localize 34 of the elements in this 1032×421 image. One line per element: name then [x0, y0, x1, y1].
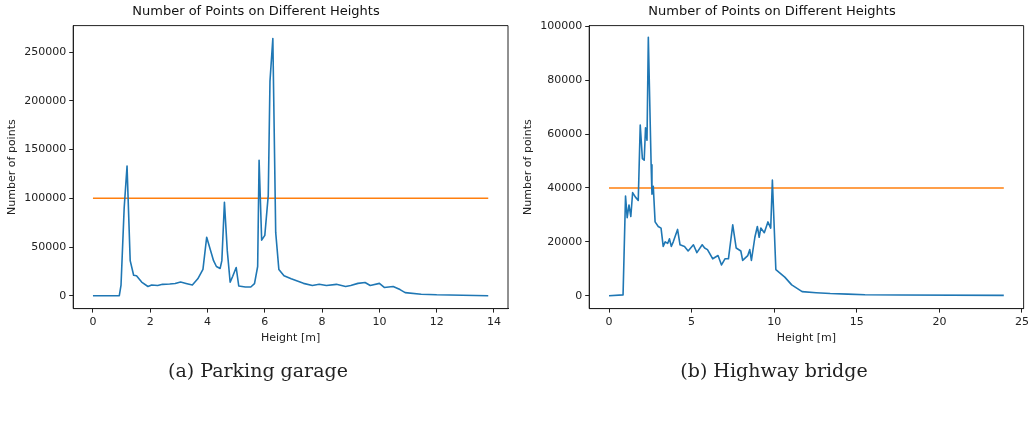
x-tick-label: 14	[486, 315, 501, 329]
x-tick-label: 15	[849, 315, 864, 329]
chart-title: Number of Points on Different Heights	[132, 3, 380, 19]
x-axis-title: Height [m]	[776, 331, 836, 345]
x-tick-label: 5	[688, 315, 696, 329]
y-tick-label: 50000	[31, 239, 67, 253]
x-tick-label: 10	[372, 315, 387, 329]
y-axis-title: Number of points	[5, 119, 19, 215]
y-tick-label: 250000	[24, 44, 67, 58]
y-tick-label: 80000	[547, 73, 583, 87]
y-tick-label: 20000	[547, 234, 583, 248]
y-tick-label: 0	[59, 288, 67, 302]
x-axis-title: Height [m]	[261, 331, 321, 345]
y-tick-label: 60000	[547, 126, 583, 140]
x-tick-label: 0	[89, 315, 97, 329]
x-tick-label: 4	[204, 315, 212, 329]
x-tick-label: 25	[1014, 315, 1029, 329]
x-tick-label: 10	[767, 315, 782, 329]
y-tick-label: 200000	[24, 93, 67, 107]
x-tick-label: 2	[146, 315, 154, 329]
text: (a) Parking garage	[167, 359, 349, 381]
y-tick-label: 100000	[24, 191, 67, 205]
y-tick-label: 0	[575, 288, 583, 302]
chart-title: Number of Points on Different Heights	[648, 3, 896, 19]
y-axis-title: Number of points	[521, 119, 535, 215]
text: (b) Highway bridge	[679, 359, 869, 381]
y-tick-label: 40000	[547, 180, 583, 194]
x-tick-label: 8	[318, 315, 326, 329]
y-tick-label: 150000	[24, 142, 67, 156]
y-tick-label: 100000	[540, 19, 583, 33]
x-tick-label: 6	[261, 315, 269, 329]
x-tick-label: 0	[605, 315, 613, 329]
x-tick-label: 20	[932, 315, 947, 329]
x-tick-label: 12	[429, 315, 444, 329]
